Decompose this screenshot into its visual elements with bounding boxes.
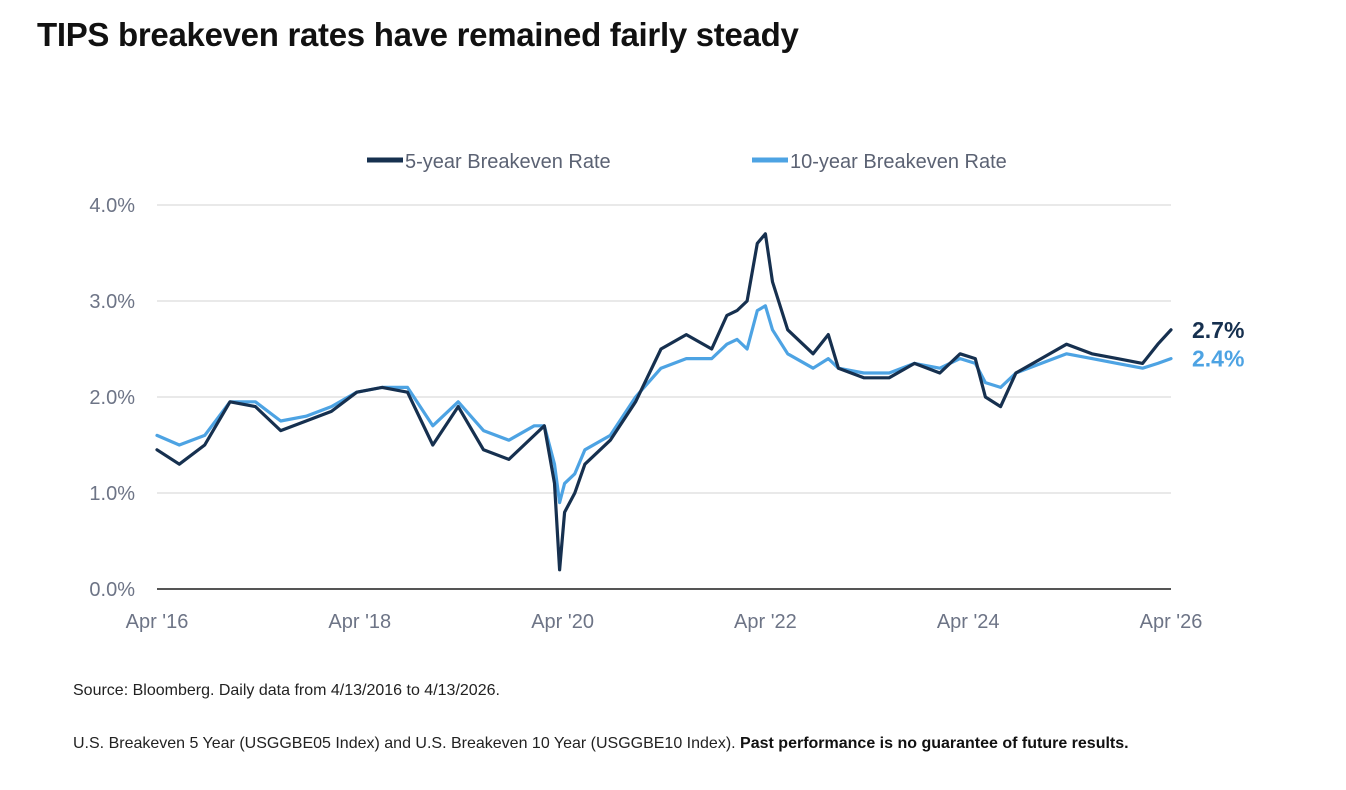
y-tick-label: 4.0% [89, 195, 135, 217]
disclaimer-bold-text: Past performance is no guarantee of futu… [740, 735, 1129, 752]
legend-item: 5-year Breakeven Rate [367, 151, 611, 173]
legend-item: 10-year Breakeven Rate [752, 151, 1007, 173]
legend-label: 5-year Breakeven Rate [405, 151, 611, 173]
y-tick-label: 0.0% [89, 579, 135, 601]
series-lines [155, 232, 1173, 572]
y-axis-ticks: 0.0% 1.0% 2.0% 3.0% 4.0% [89, 195, 135, 601]
series-line [155, 304, 1173, 505]
x-tick-label: Apr '22 [734, 611, 797, 633]
end-value-label: 2.7% [1192, 317, 1244, 343]
legend-label: 10-year Breakeven Rate [790, 151, 1007, 173]
end-labels: 2.7% 2.4% [1192, 317, 1244, 372]
chart-title: TIPS breakeven rates have remained fairl… [37, 16, 799, 53]
x-tick-label: Apr '24 [937, 611, 1000, 633]
line-chart: 5-year Breakeven Rate 10-year Breakeven R… [89, 151, 1244, 633]
end-value-label: 2.4% [1192, 346, 1244, 372]
x-axis-ticks: Apr '16 Apr '18 Apr '20 Apr '22 Apr '24 Apr '… [126, 611, 1203, 633]
disclaimer-note: U.S. Breakeven 5 Year (USGGBE05 Index) a… [73, 735, 1129, 753]
x-tick-label: Apr '16 [126, 611, 189, 633]
y-tick-label: 2.0% [89, 387, 135, 409]
x-tick-label: Apr '20 [531, 611, 594, 633]
x-tick-label: Apr '18 [328, 611, 391, 633]
legend: 5-year Breakeven Rate 10-year Breakeven R… [367, 151, 1007, 173]
source-note: Source: Bloomberg. Daily data from 4/13/… [73, 682, 500, 699]
series-line [155, 232, 1173, 572]
x-tick-label: Apr '26 [1140, 611, 1203, 633]
disclaimer-text: U.S. Breakeven 5 Year (USGGBE05 Index) a… [73, 735, 736, 752]
y-tick-label: 1.0% [89, 483, 135, 505]
grid [157, 204, 1171, 590]
y-tick-label: 3.0% [89, 291, 135, 313]
